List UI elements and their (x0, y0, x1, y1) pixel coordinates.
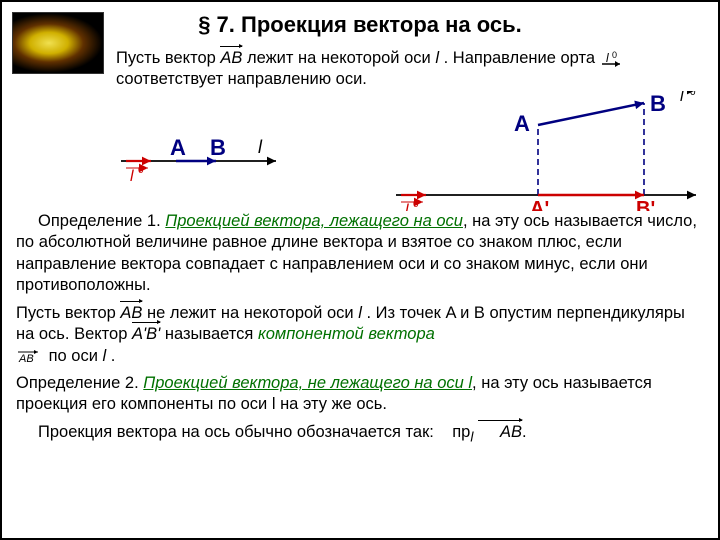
def2-green: Проекцией вектора, не лежащего на оси l (143, 374, 472, 392)
svg-text:B': B' (636, 198, 655, 211)
tail-t1: Проекция вектора на ось обычно обозначае… (38, 423, 434, 441)
vector-AB: AB (220, 48, 242, 69)
intro-paragraph: Пусть вектор AB лежит на некоторой оси l… (116, 48, 704, 91)
definition-2: Определение 2. Проекцией вектора, не леж… (16, 373, 704, 416)
svg-text:l: l (405, 202, 409, 211)
axis-l-2: l (358, 304, 362, 322)
p2-t2: не лежит на некоторой оси (147, 304, 354, 322)
p2-t6: . (111, 347, 116, 365)
intro-t3: . Направление орта (444, 49, 595, 67)
vector-diagrams: l0ABll0ABA'B'l0 (16, 91, 716, 211)
svg-text:l: l (606, 51, 609, 65)
p2-comp: компонентой вектора (258, 325, 435, 343)
diagram-area: l0ABll0ABA'B'l0 (16, 91, 704, 211)
p2-t4: называется (165, 325, 253, 343)
axis-l: l (435, 49, 439, 67)
def1-lead: Определение 1. (38, 212, 161, 230)
svg-text:A: A (170, 135, 186, 160)
svg-text:A: A (514, 111, 530, 136)
svg-text:A': A' (530, 198, 549, 211)
svg-text:AB: AB (18, 353, 34, 364)
svg-text:B: B (650, 91, 666, 116)
paragraph-2: Пусть вектор AB не лежит на некоторой ос… (16, 303, 704, 367)
definition-1: Определение 1. Проекцией вектора, лежаще… (16, 211, 704, 297)
intro-t2: лежит на некоторой оси (247, 49, 431, 67)
tail-pr: пр (452, 423, 470, 441)
p2-t5: по оси (49, 347, 98, 365)
tail-vec: AB (478, 422, 522, 443)
svg-text:l: l (258, 137, 263, 157)
vector-ApBp: A'B' (132, 324, 160, 345)
svg-text:l: l (130, 168, 134, 185)
svg-text:0: 0 (612, 50, 617, 60)
intro-t1: Пусть вектор (116, 49, 216, 67)
svg-text:l: l (680, 91, 684, 105)
tail-paragraph: Проекция вектора на ось обычно обозначае… (16, 422, 704, 446)
tail-sub: l (470, 429, 473, 444)
vector-AB-2: AB (120, 303, 142, 324)
def2-lead: Определение 2. (16, 374, 139, 392)
p2-t1: Пусть вектор (16, 304, 116, 322)
tail-dot: . (522, 423, 527, 441)
def1-green: Проекцией вектора, лежащего на оси (165, 212, 463, 230)
svg-text:B: B (210, 135, 226, 160)
axis-l-3: l (103, 347, 107, 365)
vector-AB-inline: AB (16, 348, 44, 364)
thumbnail-image (12, 12, 104, 74)
intro-t4: соответствует направлению оси. (116, 70, 367, 88)
ort-l0-inline: l 0 (600, 50, 626, 68)
slide-title: § 7. Проекция вектора на ось. (2, 2, 718, 44)
